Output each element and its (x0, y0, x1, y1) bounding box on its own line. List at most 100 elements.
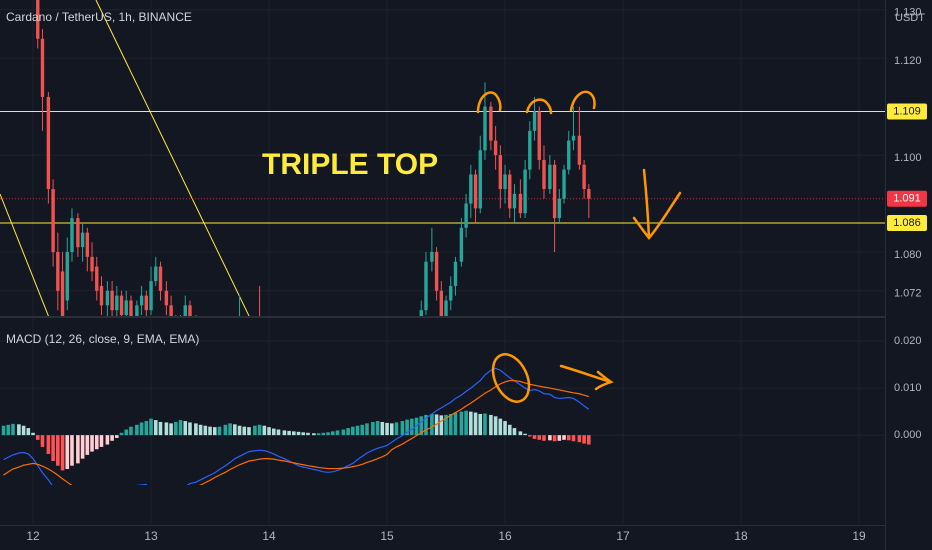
histogram-bar (223, 424, 228, 436)
histogram-bar (129, 426, 133, 436)
histogram-bar (346, 428, 350, 436)
histogram-bar (183, 421, 188, 436)
histogram-bar (355, 425, 360, 436)
histogram-bar (507, 424, 512, 436)
price-label-box (887, 103, 927, 120)
candle-body (444, 300, 448, 316)
histogram-bar (321, 432, 326, 436)
histogram-bar (503, 421, 507, 436)
histogram-bar (124, 429, 129, 436)
candle-body (532, 111, 537, 131)
histogram-bar (478, 413, 483, 436)
histogram-bar (459, 411, 464, 436)
candle-body (85, 232, 90, 257)
histogram-bar (65, 435, 70, 470)
histogram-bar (217, 426, 222, 436)
candle-body (537, 111, 541, 160)
histogram-bar (430, 413, 434, 436)
candle-body (419, 310, 423, 316)
histogram-bar (46, 435, 51, 454)
histogram-bar (188, 422, 192, 436)
annotation: TRIPLE TOP (262, 148, 438, 181)
histogram-bar (400, 421, 405, 436)
x-tick-label: 12 (26, 529, 40, 543)
histogram-bar (164, 422, 169, 436)
candle-body (95, 266, 99, 291)
candle-body (552, 164, 557, 219)
histogram-bar (115, 435, 119, 438)
histogram-bar (389, 423, 394, 436)
candle-body (40, 38, 45, 97)
histogram-bar (296, 431, 301, 436)
histogram-bar (557, 435, 562, 441)
candle-body (183, 305, 187, 316)
histogram-bar (85, 435, 90, 455)
y-tick-label: 1.130 (894, 7, 922, 19)
histogram-bar (537, 435, 542, 440)
candles (36, 0, 591, 316)
x-tick-label: 18 (734, 529, 748, 543)
histogram-bar (566, 435, 571, 441)
histogram-bar (135, 424, 139, 436)
candle-body (562, 169, 566, 199)
histogram-bar (242, 426, 247, 436)
axis-labels: 12 13 14 15 16 17 18 19 1.130 1.120 1.100 1.080 1.07… (26, 7, 927, 543)
histogram-bar (56, 435, 60, 466)
histogram-bar (253, 425, 257, 436)
drawing-arrow (559, 364, 614, 391)
candle-body (453, 261, 458, 286)
histogram-bar (448, 413, 453, 436)
candle-body (110, 290, 114, 311)
histogram-bar (385, 422, 389, 436)
x-tick-label: 14 (262, 529, 276, 543)
price-label-box (887, 190, 927, 207)
histogram-bar (247, 427, 251, 436)
histogram-bar (40, 435, 45, 447)
histogram-bar (360, 424, 365, 436)
price-label: 1.091 (893, 193, 921, 205)
candle-body (464, 203, 468, 228)
histogram-bar (80, 435, 85, 459)
candle-body (154, 266, 158, 282)
histogram-bar (453, 412, 458, 436)
y-tick-label: 0.020 (894, 335, 922, 347)
histogram-bar (371, 421, 375, 436)
histogram-bar (582, 435, 586, 444)
candle-body (105, 290, 110, 306)
histogram-bar (394, 422, 399, 436)
macd-line (3, 367, 590, 485)
histogram-bar (469, 411, 473, 436)
candle-body (90, 256, 94, 272)
histogram-bar (562, 435, 566, 440)
candle-body (51, 189, 55, 253)
histogram-bar (410, 418, 414, 436)
y-tick-label: 0.000 (894, 429, 922, 441)
x-tick-label: 19 (852, 529, 866, 543)
candle-body (65, 252, 69, 301)
candle-body (76, 218, 80, 248)
histogram-bar (99, 435, 104, 447)
chart-title: Cardano / TetherUS, 1h, BINANCE (6, 10, 192, 24)
x-tick-label: 16 (498, 529, 512, 543)
histogram-bar (21, 425, 26, 436)
histogram-bar (552, 435, 557, 442)
histogram-bar (571, 435, 576, 442)
histogram-bar (439, 415, 444, 436)
candle-body (99, 285, 104, 306)
y-tick-label: 1.100 (894, 152, 922, 164)
candle-body (70, 218, 74, 253)
candle-body (557, 198, 562, 219)
currency-label: USDT (895, 12, 925, 24)
price-pane: TRIPLE TOP (0, 0, 885, 316)
histogram-bar (577, 435, 582, 443)
candle-body (518, 193, 523, 214)
drawing-arc (525, 98, 553, 115)
histogram-bar (292, 431, 296, 436)
candle-body (119, 295, 124, 316)
candle-body (577, 135, 582, 165)
x-tick-label: 13 (144, 529, 158, 543)
histogram-bar (271, 428, 276, 436)
macd-marks (1, 367, 591, 485)
price-label-box (887, 214, 927, 231)
candle-body (449, 285, 453, 301)
